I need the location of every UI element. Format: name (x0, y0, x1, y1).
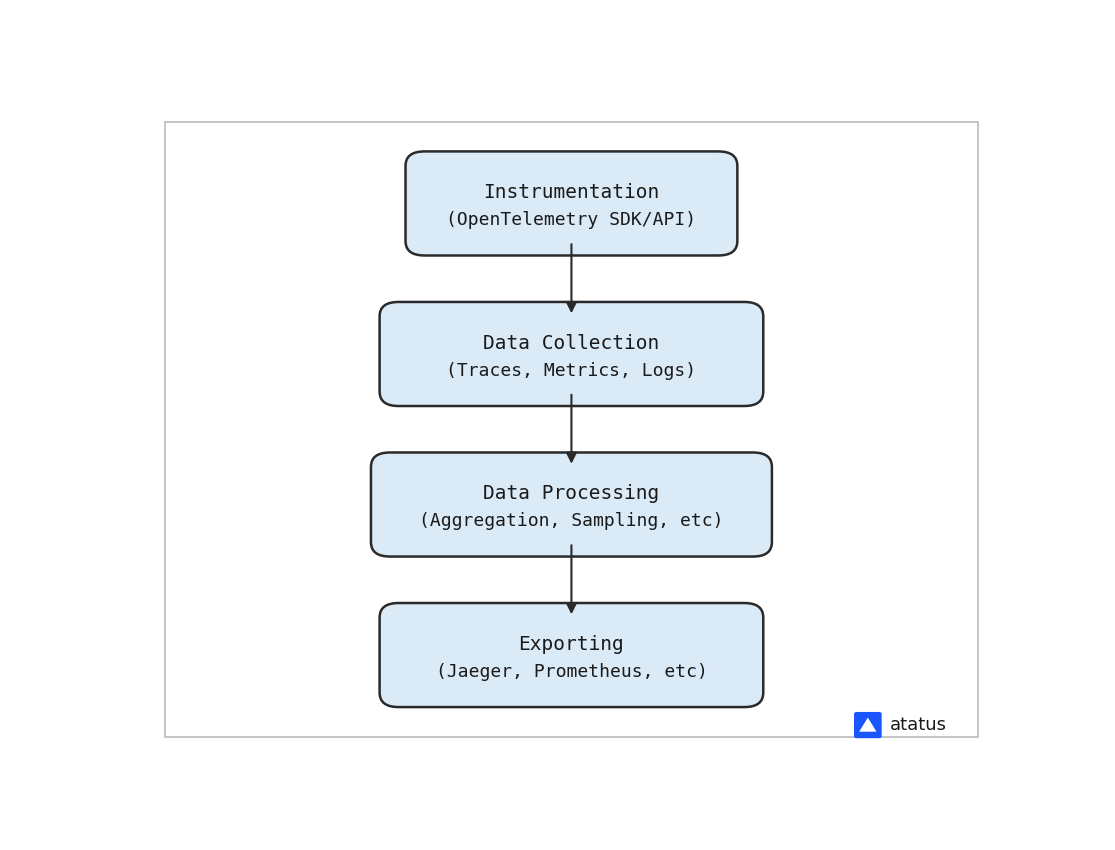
Text: atatus: atatus (890, 716, 948, 734)
Text: (Aggregation, Sampling, etc): (Aggregation, Sampling, etc) (419, 512, 724, 530)
Text: Instrumentation: Instrumentation (483, 184, 660, 202)
Text: (Traces, Metrics, Logs): (Traces, Metrics, Logs) (446, 361, 697, 380)
Polygon shape (860, 717, 876, 732)
FancyBboxPatch shape (371, 452, 772, 557)
Text: Data Processing: Data Processing (483, 484, 660, 503)
FancyBboxPatch shape (854, 712, 882, 738)
Text: Data Collection: Data Collection (483, 334, 660, 353)
FancyBboxPatch shape (379, 302, 764, 406)
Text: Exporting: Exporting (518, 635, 624, 654)
Text: (OpenTelemetry SDK/API): (OpenTelemetry SDK/API) (446, 211, 697, 229)
FancyBboxPatch shape (406, 151, 737, 256)
FancyBboxPatch shape (379, 603, 764, 707)
Text: (Jaeger, Prometheus, etc): (Jaeger, Prometheus, etc) (436, 663, 707, 681)
